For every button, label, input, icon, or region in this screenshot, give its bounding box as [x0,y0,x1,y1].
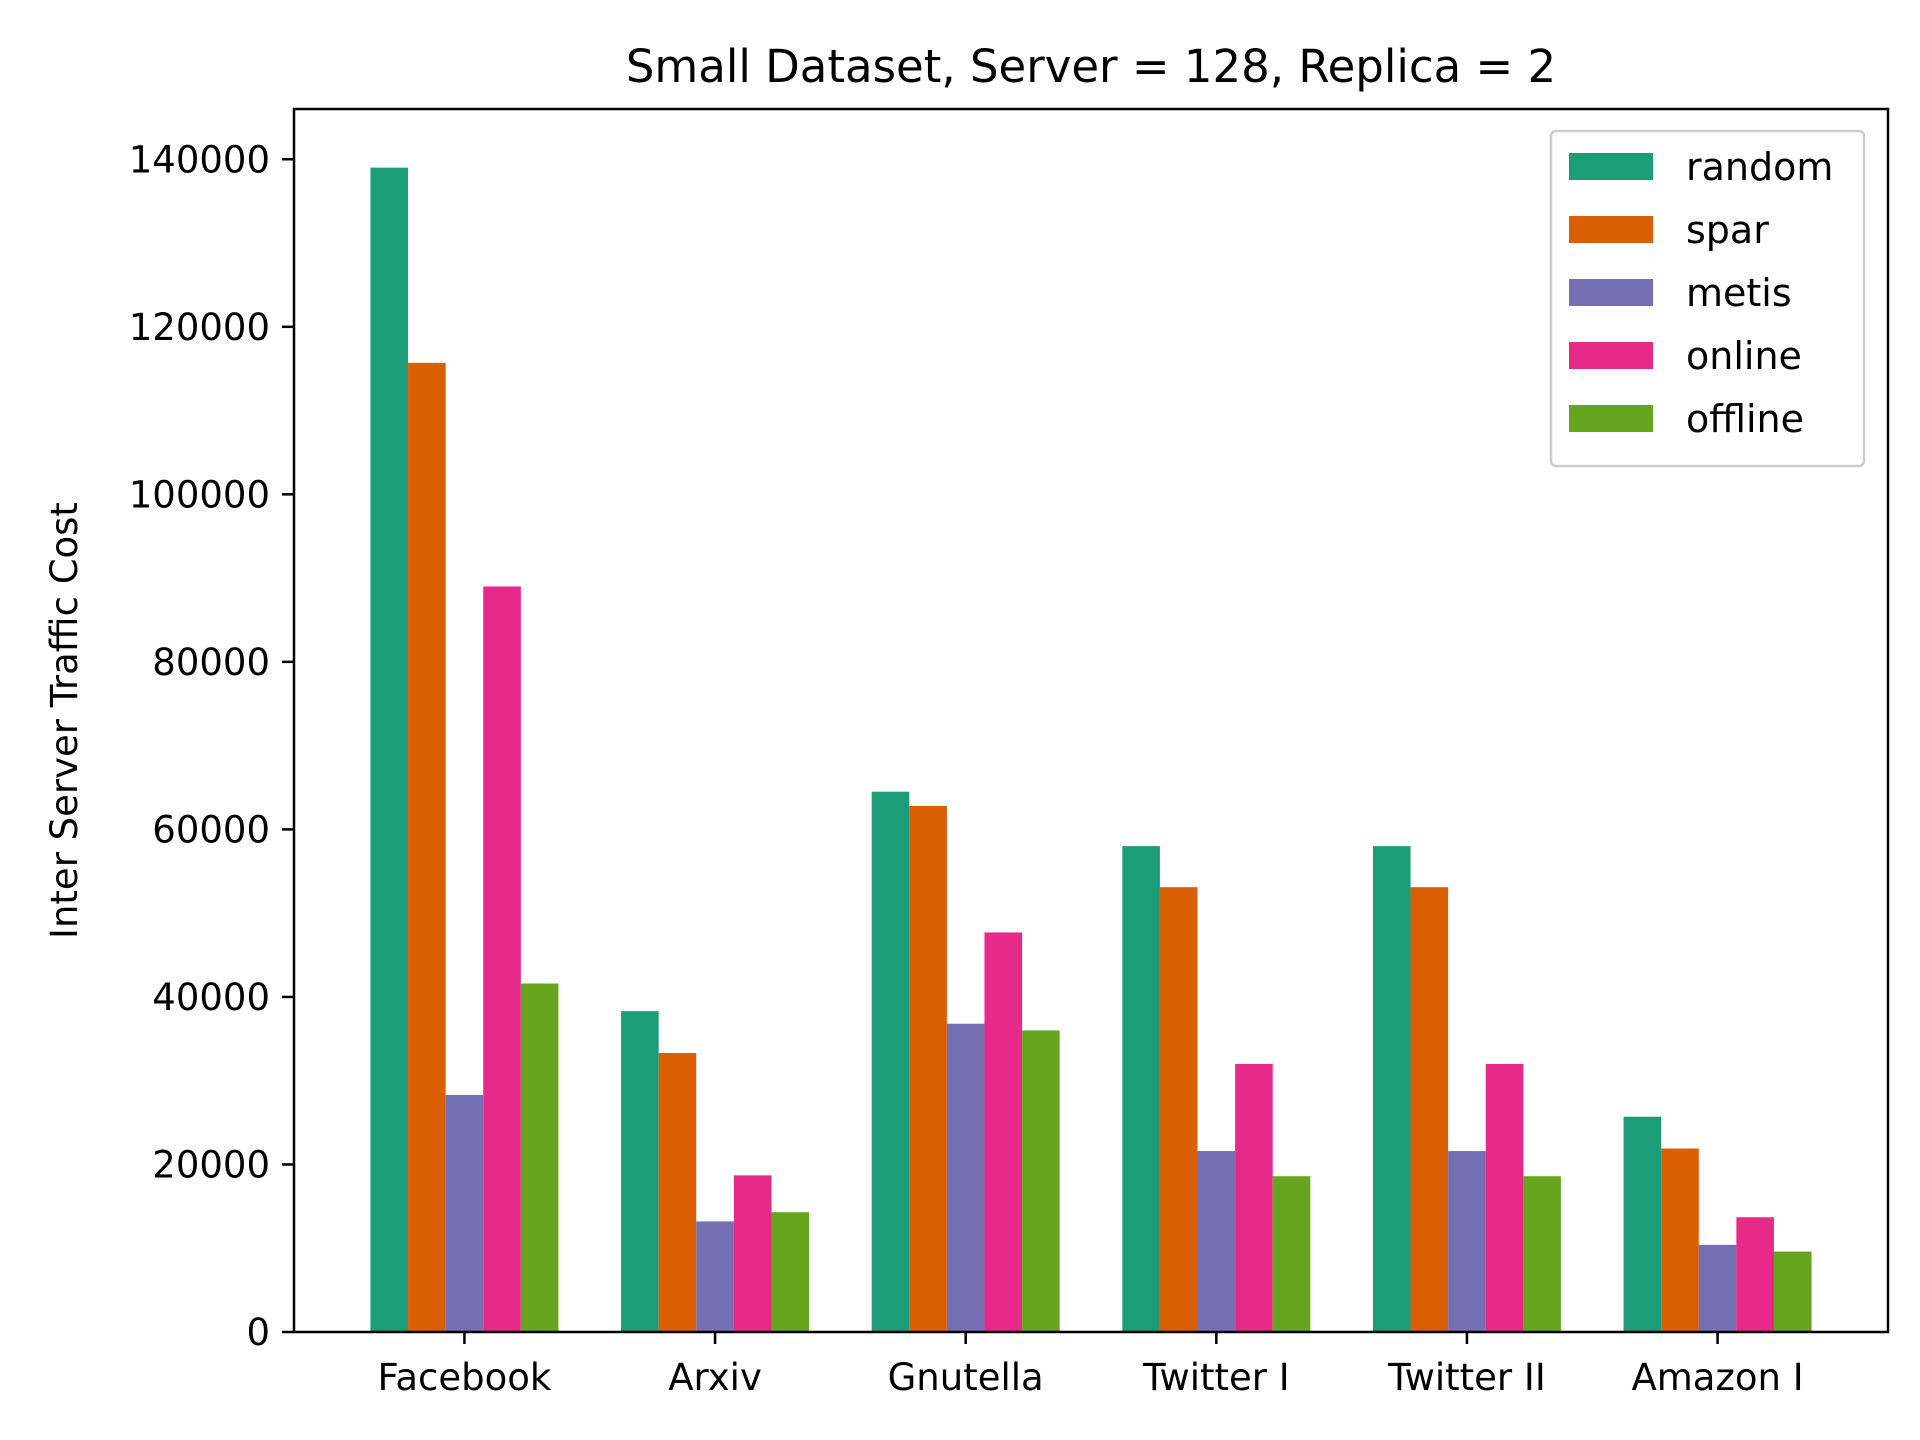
x-tick-label: Arxiv [668,1356,762,1399]
bar-metis-gnutella [946,1023,985,1332]
bar-metis-twitter-i [1197,1151,1236,1332]
bar-metis-facebook [445,1094,484,1332]
bar-online-arxiv [733,1175,772,1332]
bar-random-arxiv [621,1011,659,1332]
y-tick-label: 140000 [129,138,270,181]
y-axis-ticks: 0 20000 40000 60000 80000 100000 120000 140000 [129,138,294,1354]
legend-swatch-spar [1569,216,1653,243]
plot-frame [292,107,1890,1334]
legend: random spar metis online offline [1549,129,1866,468]
bar-offline-twitter-ii [1523,1176,1561,1332]
bar-offline-arxiv [771,1212,810,1332]
legend-swatch-offline [1569,405,1653,432]
bar-spar-twitter-i [1159,887,1198,1332]
legend-swatch-metis [1569,279,1653,306]
x-tick-label: Amazon I [1631,1356,1803,1399]
bar-spar-facebook [408,362,446,1332]
y-axis-label: Inter Server Traffic Cost [43,502,86,939]
bar-online-twitter-ii [1485,1063,1524,1332]
y-tick-label: 80000 [152,641,270,684]
y-tick-label: 40000 [152,976,270,1019]
bar-random-amazon-i [1623,1116,1662,1332]
chart-title: Small Dataset, Server = 128, Replica = 2 [626,40,1556,93]
bar-random-gnutella [871,791,910,1332]
bar-offline-gnutella [1022,1030,1060,1332]
bar-offline-amazon-i [1773,1251,1812,1332]
y-tick-label: 20000 [152,1143,270,1186]
x-tick-label: Twitter I [1142,1356,1290,1399]
x-axis-ticks: Facebook Arxiv Gnutella Twitter I Twitter II… [377,1332,1804,1399]
bar-offline-facebook [520,983,559,1332]
bar-random-twitter-ii [1372,846,1411,1332]
y-tick-label: 0 [246,1311,270,1354]
bar-metis-amazon-i [1698,1244,1737,1332]
legend-label-random: random [1686,145,1833,189]
legend-swatch-random [1569,153,1653,180]
bar-online-amazon-i [1736,1217,1774,1332]
bar-online-twitter-i [1235,1063,1273,1332]
x-tick-label: Facebook [377,1356,551,1399]
bar-offline-twitter-i [1272,1176,1311,1332]
bar-spar-arxiv [658,1053,697,1332]
legend-box [1549,129,1866,468]
bar-metis-twitter-ii [1448,1151,1486,1332]
legend-label-offline: offline [1686,397,1804,441]
bar-spar-gnutella [909,805,947,1332]
bar-online-gnutella [984,932,1023,1332]
bars-layer [370,167,1812,1333]
y-tick-label: 120000 [129,306,270,349]
legend-swatch-online [1569,342,1653,369]
bar-spar-amazon-i [1661,1148,1699,1332]
x-tick-label: Twitter II [1387,1356,1546,1399]
bar-online-facebook [483,586,521,1332]
bar-spar-twitter-ii [1410,887,1449,1332]
legend-label-online: online [1686,334,1802,378]
y-tick-label: 60000 [152,808,270,851]
legend-label-spar: spar [1686,208,1769,252]
x-tick-label: Gnutella [888,1356,1044,1399]
bar-random-facebook [370,167,409,1333]
legend-label-metis: metis [1686,271,1792,315]
bar-metis-arxiv [696,1221,734,1332]
bar-random-twitter-i [1122,846,1160,1332]
y-tick-label: 100000 [129,473,270,516]
